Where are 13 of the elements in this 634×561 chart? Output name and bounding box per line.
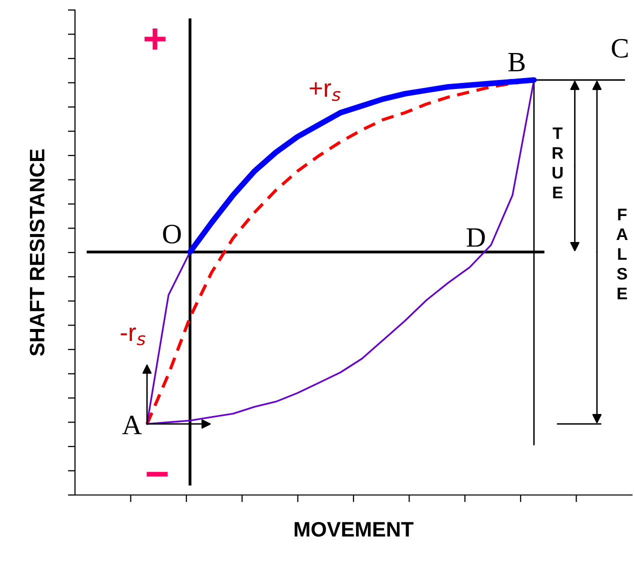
- annotation: A: [122, 416, 142, 434]
- text: +: [144, 28, 166, 50]
- text: FALSE: [616, 208, 628, 300]
- text: TRUE: [552, 127, 564, 198]
- annotation: D: [466, 228, 485, 247]
- annotation: O: [163, 224, 181, 244]
- text: C: [612, 39, 628, 58]
- y-axis-title: SHAFT RESISTANCE: [30, 149, 44, 356]
- text: B: [508, 53, 525, 72]
- annotation: -r$_{s}$: [120, 328, 146, 346]
- text: −: [146, 472, 168, 476]
- annotation: +r$_{s}$: [310, 82, 340, 102]
- x-axis-title: MOVEMENT: [294, 522, 414, 537]
